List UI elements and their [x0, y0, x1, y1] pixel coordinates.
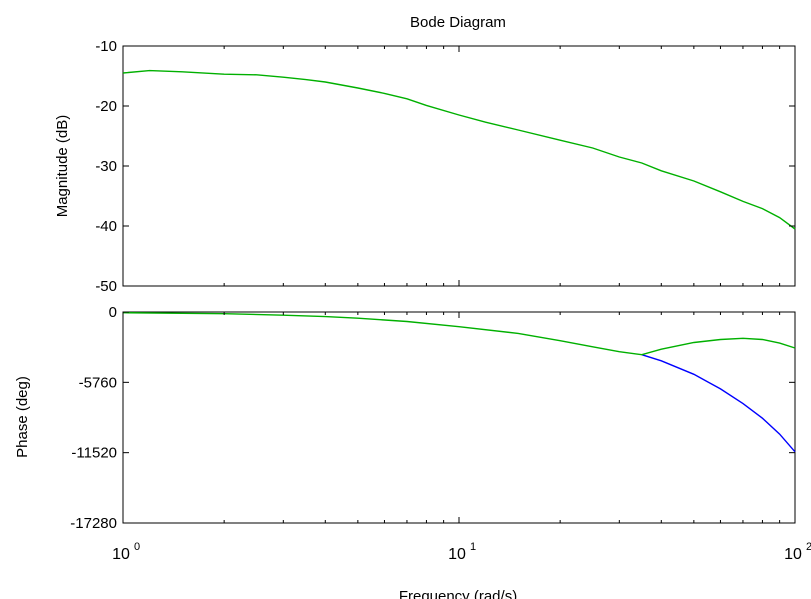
magnitude-axes-frame — [122, 45, 796, 287]
phase-ytick-label: -17280 — [70, 515, 117, 532]
phase-ytick-label: -11520 — [71, 445, 117, 462]
x-ticks-group: 10 0 10 1 10 2 — [112, 541, 811, 563]
phase-series-line-0 — [641, 354, 796, 453]
phase-ylabel: Phase (deg) — [14, 376, 31, 458]
phase-series-group — [122, 312, 796, 453]
x-tick-base: 10 — [112, 546, 130, 563]
x-tick-exponent: 1 — [470, 541, 476, 553]
magnitude-series-line-0 — [122, 69, 796, 230]
phase-ytick-label: -5760 — [79, 374, 117, 391]
magnitude-ytick-label: -20 — [95, 98, 117, 115]
magnitude-panel: -10 -20 -30 -40 -50 Magnitude (dB) — [54, 38, 796, 295]
magnitude-series-group — [122, 69, 796, 230]
magnitude-ytick-label: -10 — [95, 38, 117, 55]
phase-axes-frame — [122, 311, 796, 524]
phase-panel: 0 -5760 -11520 -17280 Phase (deg) — [14, 304, 796, 532]
magnitude-ylabel: Magnitude (dB) — [54, 115, 71, 218]
x-tick-label: 10 1 — [448, 541, 476, 563]
x-tick-label: 10 2 — [784, 541, 811, 563]
magnitude-ticks-group: -10 -20 -30 -40 -50 — [95, 38, 795, 295]
x-tick-exponent: 0 — [134, 541, 140, 553]
phase-ytick-label: 0 — [109, 304, 117, 321]
x-tick-base: 10 — [448, 546, 466, 563]
x-axis-label: Frequency (rad/s) — [399, 588, 517, 599]
x-tick-label: 10 0 — [112, 541, 140, 563]
magnitude-ytick-label: -40 — [95, 218, 117, 235]
x-tick-exponent: 2 — [806, 541, 811, 553]
x-tick-base: 10 — [784, 546, 802, 563]
phase-ticks-group: 0 -5760 -11520 -17280 — [70, 304, 795, 532]
magnitude-ytick-label: -50 — [95, 278, 117, 295]
chart-title: Bode Diagram — [410, 14, 506, 31]
phase-series-line-1 — [122, 312, 796, 356]
magnitude-ytick-label: -30 — [95, 158, 117, 175]
